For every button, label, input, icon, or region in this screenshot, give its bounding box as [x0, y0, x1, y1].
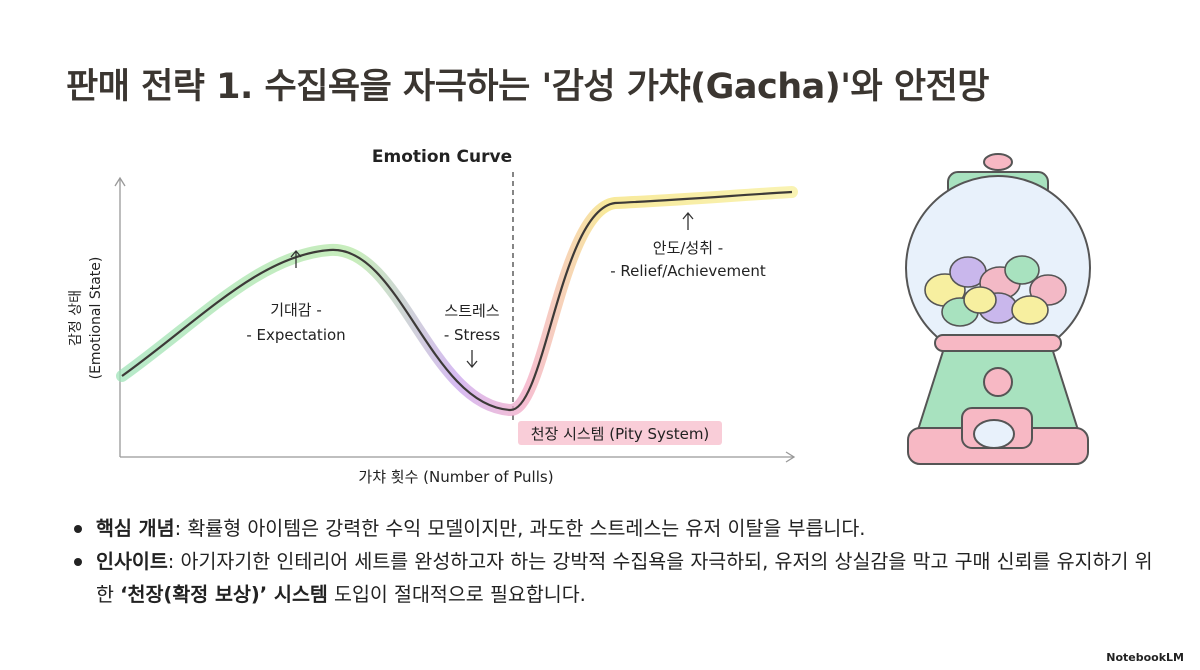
- annotation: 기대감 -: [270, 301, 322, 319]
- bullet: 핵심 개념: 확률형 아이템은 강력한 수익 모델이지만, 과도한 스트레스는 …: [70, 512, 1160, 545]
- bullet: 인사이트: 아기자기한 인테리어 세트를 완성하고자 하는 강박적 수집욕을 자…: [70, 545, 1160, 611]
- annotation: - Relief/Achievement: [610, 262, 766, 280]
- curve-glow: [116, 186, 798, 416]
- diagram-title: Emotion Curve: [372, 147, 512, 167]
- annotation: 안도/성취 -: [653, 239, 723, 257]
- x-label: 가챠 횟수 (Number of Pulls): [358, 468, 553, 486]
- bullet-text: : 확률형 아이템은 강력한 수익 모델이지만, 과도한 스트레스는 유저 이탈…: [174, 517, 866, 540]
- y-label: (Emotional State): [88, 257, 104, 380]
- bullet-label: 핵심 개념: [96, 517, 175, 540]
- bullet-emphasis: ‘천장(확정 보상)’ 시스템: [120, 583, 328, 606]
- slide-title: 판매 전략 1. 수집욕을 자극하는 '감성 가챠(Gacha)'와 안전망: [66, 67, 990, 107]
- arrow: [682, 211, 694, 230]
- footer-brand: NotebookLM: [1106, 651, 1184, 664]
- bullet-list: 핵심 개념: 확률형 아이템은 강력한 수익 모델이지만, 과도한 스트레스는 …: [70, 512, 1160, 611]
- annotation: - Expectation: [246, 326, 345, 344]
- x-axis-arrow: [785, 451, 796, 463]
- pity-label: 천장 시스템 (Pity System): [531, 425, 710, 443]
- pity-highlight: [518, 421, 722, 445]
- gumball-machine: [905, 153, 1091, 465]
- annotation: - Stress: [444, 326, 500, 344]
- emotion-curve: [121, 190, 793, 412]
- bullet-label: 인사이트: [96, 550, 168, 573]
- arrow: [290, 249, 302, 268]
- y-axis-arrow: [114, 176, 126, 187]
- bullet-text: 도입이 절대적으로 필요합니다.: [327, 583, 586, 606]
- annotation: 스트레스: [444, 302, 499, 320]
- y-label: 감정 상태: [68, 290, 84, 346]
- arrow: [466, 350, 478, 369]
- bullet-text: : 아기자기한 인테리어 세트를 완성하고자 하는 강박적 수집욕을 자극하되,…: [96, 550, 1153, 606]
